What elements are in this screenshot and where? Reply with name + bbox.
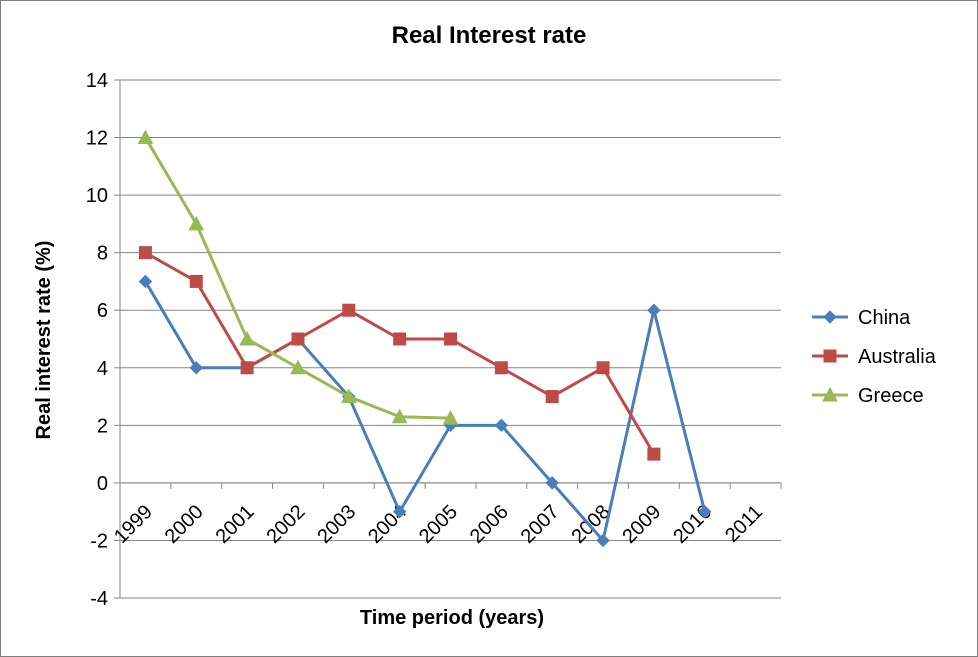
data-point <box>392 504 407 519</box>
series-china <box>138 274 712 548</box>
legend-label: Australia <box>858 346 937 368</box>
data-point <box>647 447 661 461</box>
data-point <box>545 476 559 490</box>
y-tick-label: 14 <box>86 70 108 92</box>
legend-marker <box>823 349 837 363</box>
data-point <box>188 215 205 231</box>
series-greece <box>137 129 459 425</box>
legend-item: China <box>812 307 911 329</box>
data-point <box>189 274 203 288</box>
y-tick-label: 12 <box>86 128 108 150</box>
y-tick-label: 2 <box>97 415 108 437</box>
data-point <box>291 332 305 346</box>
x-axis-title: Time period (years) <box>360 607 544 629</box>
legend-item: Greece <box>812 385 924 407</box>
gridlines <box>120 79 781 599</box>
legend: China Australia Greece <box>812 307 937 407</box>
data-point <box>494 418 509 433</box>
legend-item: Australia <box>812 346 937 368</box>
axes <box>114 79 782 599</box>
y-tick-label: 0 <box>97 473 108 495</box>
data-point <box>138 274 153 289</box>
series-australia <box>138 246 661 461</box>
legend-marker <box>822 386 838 402</box>
data-point <box>342 303 356 317</box>
y-tick-label: 10 <box>86 185 108 207</box>
data-point <box>240 361 254 375</box>
data-point <box>442 410 459 425</box>
data-point <box>444 332 457 346</box>
data-point <box>393 332 407 346</box>
data-point <box>239 330 255 346</box>
data-point <box>494 361 508 375</box>
data-point <box>138 246 152 260</box>
legend-marker <box>823 310 837 324</box>
data-point <box>137 129 154 145</box>
y-axis-title: Real interest rate (%) <box>33 241 55 440</box>
data-point <box>647 303 661 317</box>
y-tick-label: -4 <box>90 588 108 610</box>
data-point <box>391 408 408 424</box>
data-point <box>545 390 559 404</box>
series-line <box>144 280 707 542</box>
data-point <box>290 359 306 375</box>
data-point <box>698 504 712 519</box>
y-tick-label: 6 <box>97 300 108 322</box>
y-tick-label: 8 <box>97 243 108 265</box>
data-point <box>596 533 610 548</box>
chart-title: Real Interest rate <box>392 22 587 49</box>
legend-label: China <box>858 307 911 329</box>
data-point <box>340 388 357 404</box>
series-group <box>137 129 712 548</box>
y-tick-labels: 14 12 10 8 6 4 2 0 -2 -4 <box>86 70 108 610</box>
data-point <box>596 361 610 375</box>
y-tick-label: -2 <box>90 530 108 552</box>
y-tick-label: 4 <box>97 358 108 380</box>
legend-label: Greece <box>858 385 924 407</box>
data-point <box>189 361 203 375</box>
